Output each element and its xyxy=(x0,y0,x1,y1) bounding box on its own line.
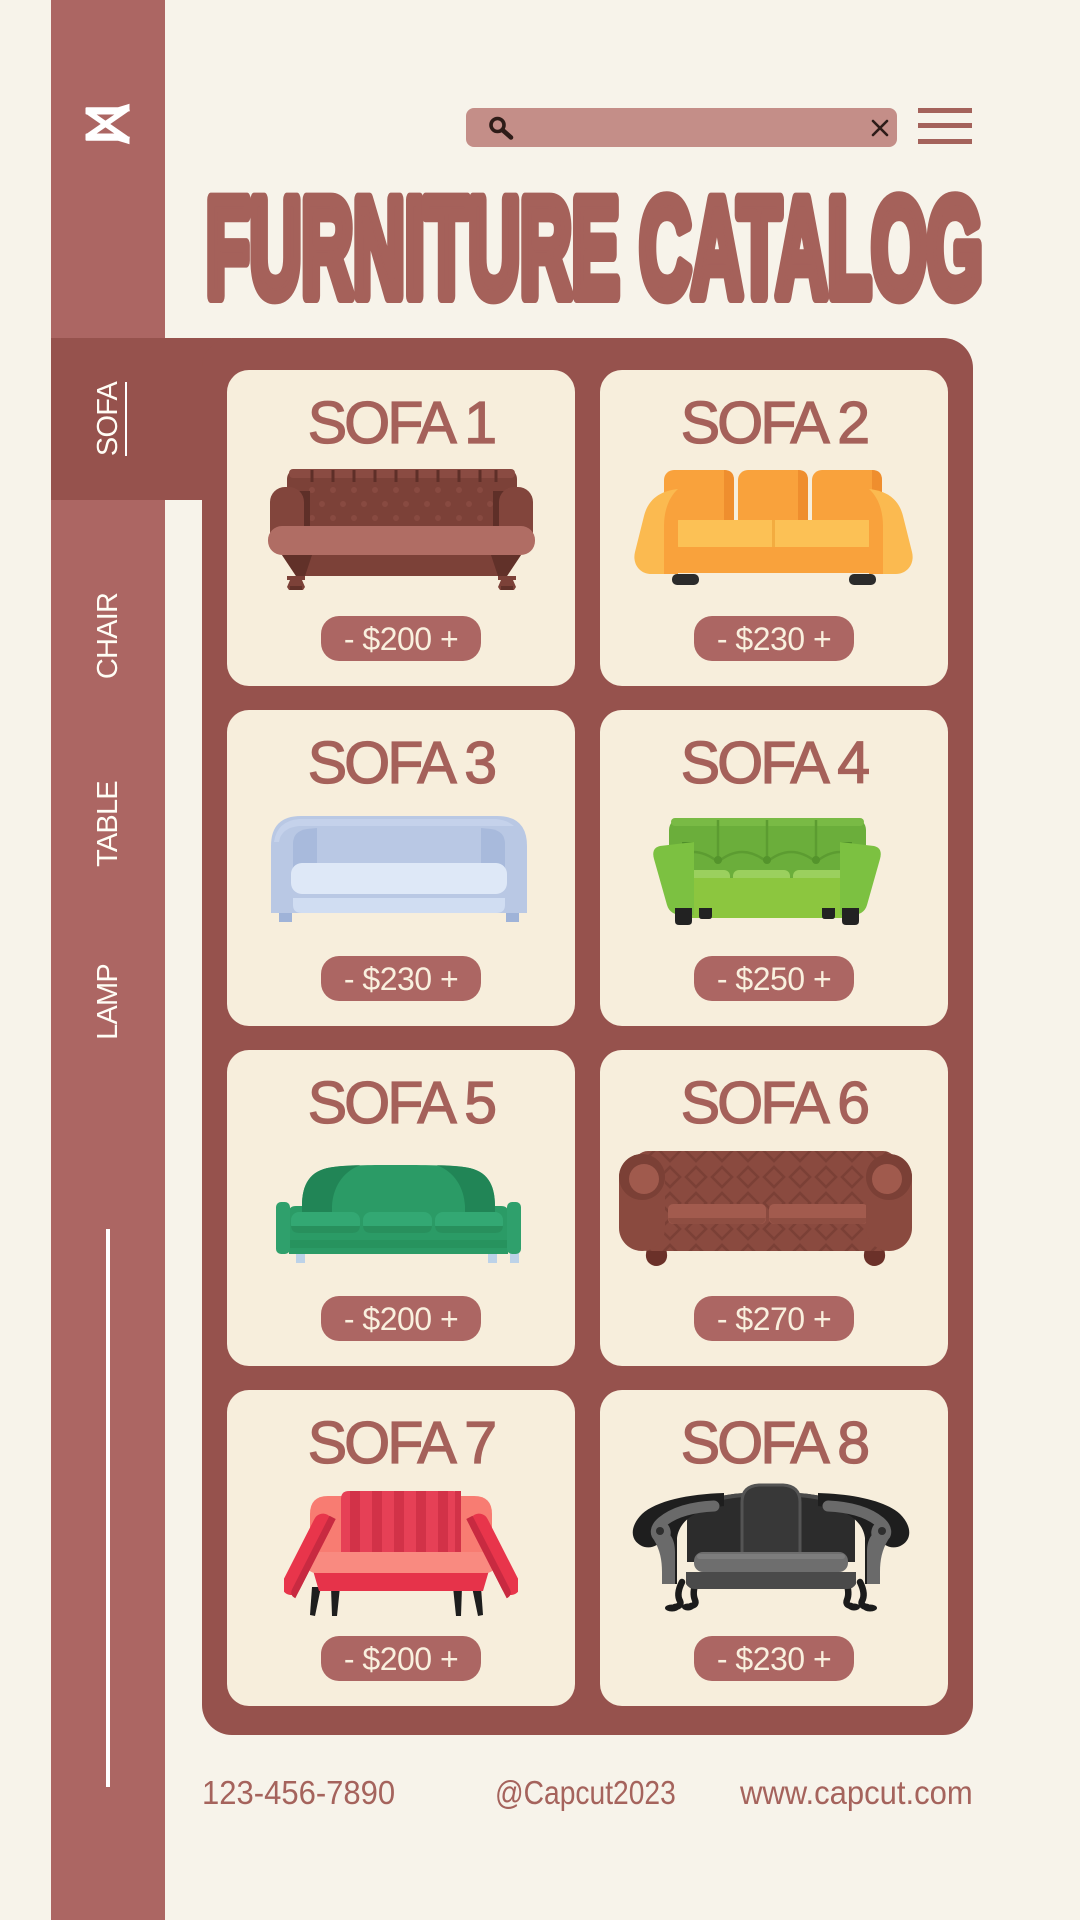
svg-text:FURNITURE CATALOG: FURNITURE CATALOG xyxy=(206,169,983,326)
